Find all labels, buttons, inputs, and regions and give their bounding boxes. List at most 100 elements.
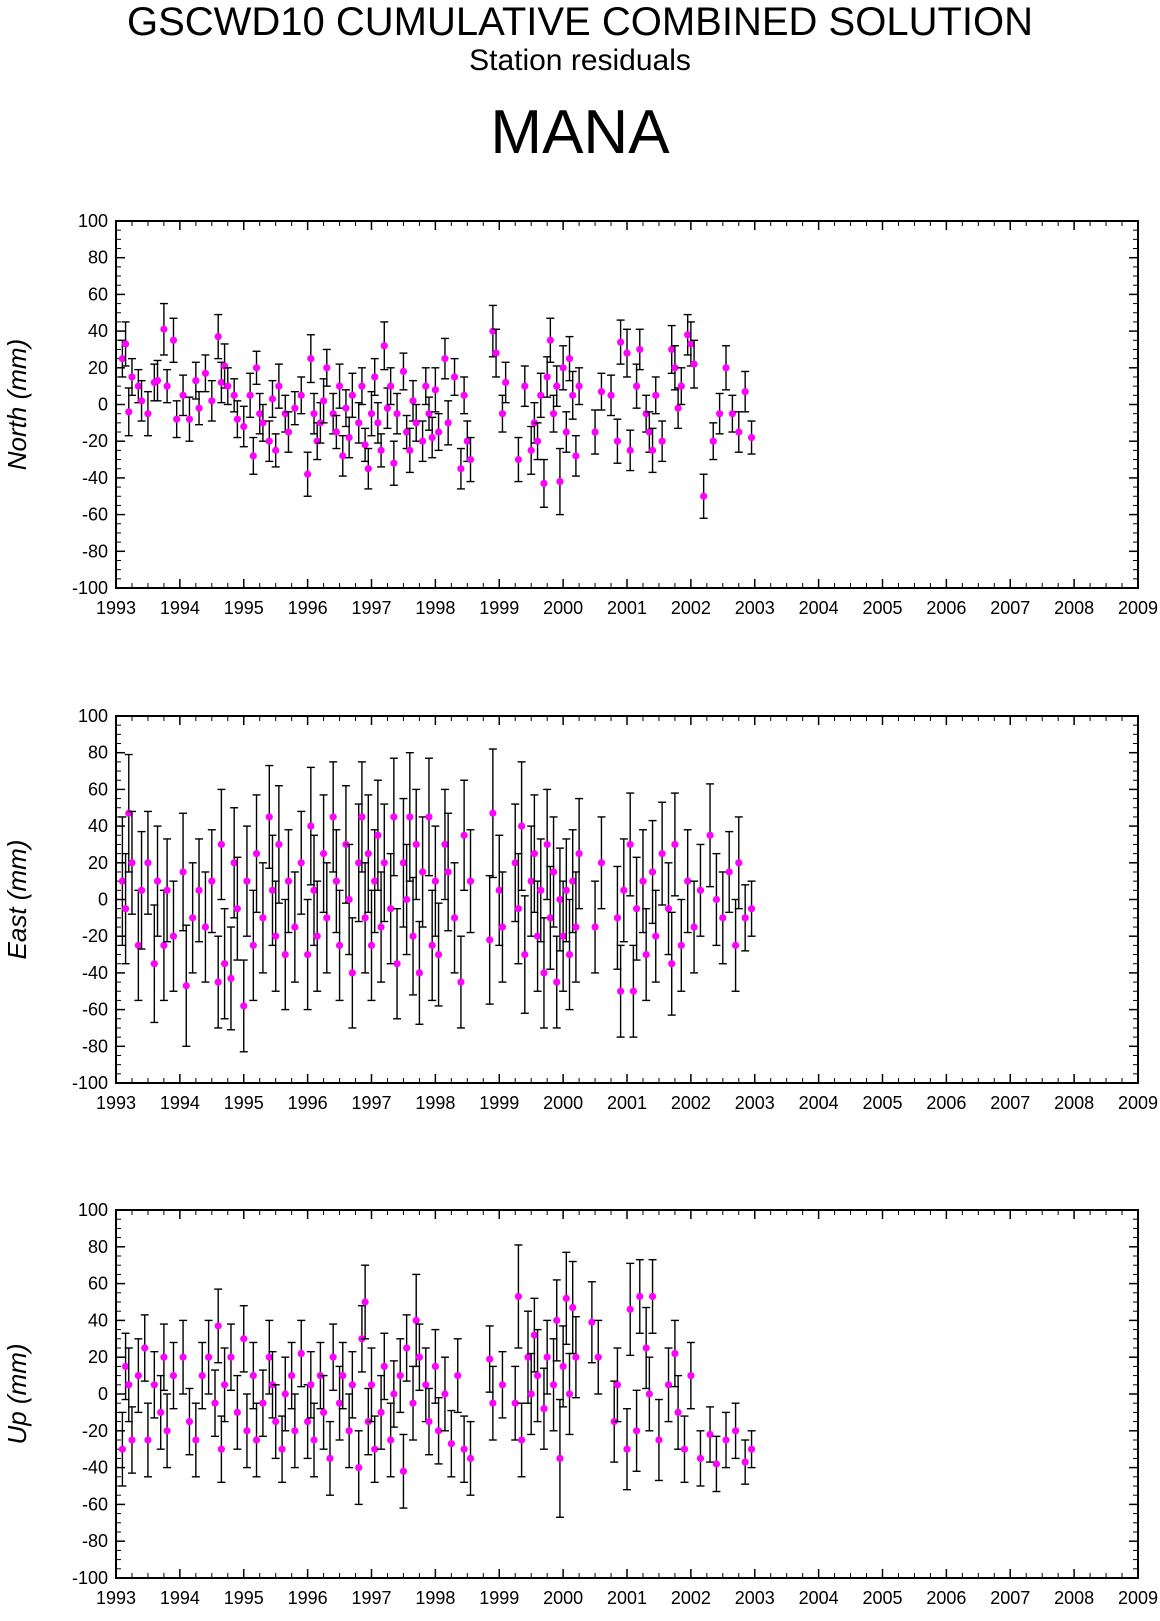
up-data-point — [555, 1398, 564, 1518]
marker — [613, 914, 622, 922]
up-data-point — [252, 1402, 261, 1478]
marker — [399, 859, 408, 867]
up-x-tick-label: 2007 — [990, 1588, 1030, 1608]
marker — [380, 1362, 388, 1370]
up-data-point — [447, 1409, 456, 1478]
marker — [297, 391, 305, 399]
marker — [367, 410, 376, 418]
marker — [460, 1445, 468, 1453]
marker — [648, 446, 657, 454]
marker — [597, 388, 606, 396]
marker — [549, 410, 558, 418]
marker — [636, 1292, 644, 1301]
east-data-point — [632, 856, 641, 961]
east-x-tick-label: 1995 — [224, 1093, 264, 1113]
up-data-point — [409, 1365, 418, 1441]
north-y-axis-label: North (mm) — [2, 339, 32, 470]
marker — [281, 950, 289, 959]
up-data-point — [127, 1406, 136, 1474]
marker — [728, 410, 736, 418]
up-data-point — [527, 1352, 536, 1436]
marker — [549, 1381, 558, 1389]
marker — [617, 338, 625, 346]
marker — [706, 831, 714, 839]
marker — [655, 1436, 663, 1444]
marker — [409, 1399, 417, 1407]
marker — [288, 1372, 296, 1380]
marker — [498, 1381, 507, 1389]
east-y-tick-label: -80 — [82, 1036, 108, 1056]
north-data-point — [734, 411, 743, 453]
marker — [220, 1381, 229, 1389]
east-data-point — [571, 871, 580, 983]
east-data-point — [543, 788, 552, 901]
up-y-tick-label: 80 — [88, 1237, 108, 1257]
marker — [613, 437, 622, 445]
marker — [128, 859, 136, 867]
north-data-point — [466, 436, 475, 483]
marker — [224, 382, 232, 390]
up-x-tick-label: 1993 — [96, 1588, 136, 1608]
east-data-point — [712, 852, 721, 947]
marker — [214, 333, 222, 341]
east-data-point — [335, 889, 344, 1002]
marker — [712, 1460, 721, 1468]
north-data-point — [338, 434, 347, 477]
up-data-point — [712, 1435, 721, 1493]
marker — [492, 349, 500, 357]
marker — [741, 1458, 749, 1466]
marker — [639, 877, 647, 885]
marker — [329, 1353, 337, 1361]
marker — [434, 950, 443, 959]
marker — [150, 1381, 158, 1389]
marker — [559, 1362, 567, 1370]
marker — [313, 932, 321, 940]
marker — [690, 360, 698, 368]
north-y-tick-label: 20 — [88, 358, 108, 378]
up-x-tick-label: 2005 — [862, 1588, 902, 1608]
up-data-point — [233, 1374, 242, 1450]
up-data-point — [169, 1341, 178, 1410]
main-title: GSCWD10 CUMULATIVE COMBINED SOLUTION — [126, 0, 1034, 44]
north-data-point — [722, 345, 731, 391]
marker — [722, 364, 730, 372]
north-data-point — [367, 390, 376, 437]
east-data-point — [549, 816, 558, 928]
marker — [671, 1349, 679, 1358]
marker — [201, 923, 210, 931]
north-data-point — [539, 458, 548, 508]
up-x-tick-label: 1996 — [288, 1588, 328, 1608]
marker — [645, 1390, 653, 1398]
marker — [674, 404, 682, 412]
marker — [572, 923, 580, 931]
marker — [380, 342, 388, 350]
marker — [441, 840, 449, 849]
up-data-point — [488, 1365, 497, 1441]
marker — [377, 1408, 385, 1416]
east-data-point — [220, 907, 229, 1020]
up-data-point — [191, 1402, 200, 1478]
marker — [546, 914, 554, 922]
east-y-tick-label: 0 — [98, 890, 108, 910]
marker — [217, 378, 225, 387]
marker — [332, 428, 340, 436]
marker — [243, 877, 251, 885]
up-data-point — [354, 1430, 363, 1506]
marker — [658, 437, 666, 445]
east-data-point — [664, 862, 673, 956]
east-x-tick-label: 1998 — [415, 1093, 455, 1113]
up-data-point — [466, 1420, 475, 1496]
north-x-tick-label: 2004 — [799, 598, 839, 618]
north-data-point — [533, 422, 542, 461]
north-data-point — [555, 447, 564, 516]
up-data-point — [217, 1415, 226, 1484]
marker — [335, 941, 344, 949]
marker — [399, 367, 408, 376]
marker — [179, 868, 187, 876]
up-data-point — [741, 1439, 750, 1485]
north-data-point — [690, 339, 699, 389]
up-data-point — [211, 1369, 220, 1438]
marker — [134, 1372, 142, 1380]
marker — [553, 382, 561, 390]
marker — [588, 1318, 596, 1326]
